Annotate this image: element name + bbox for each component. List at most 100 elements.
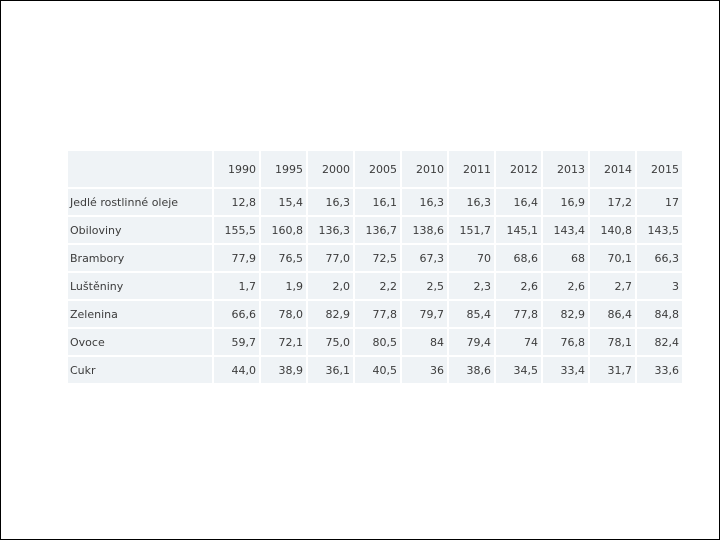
value-cell: 78,0 — [259, 299, 308, 329]
value-cell: 78,1 — [588, 327, 637, 357]
value-cell: 1,7 — [212, 271, 261, 301]
value-cell: 79,7 — [400, 299, 449, 329]
value-cell: 16,4 — [494, 187, 543, 217]
value-cell: 40,5 — [353, 355, 402, 385]
value-cell: 82,4 — [635, 327, 684, 357]
value-cell: 3 — [635, 271, 684, 301]
value-cell: 151,7 — [447, 215, 496, 245]
consumption-table-container: 1990 1995 2000 2005 2010 2011 2012 2013 2014 2015… — [66, 149, 684, 385]
value-cell: 145,1 — [494, 215, 543, 245]
row-label: Jedlé rostlinné oleje — [66, 187, 214, 217]
value-cell: 2,3 — [447, 271, 496, 301]
table-row: Jedlé rostlinné oleje 12,8 15,4 16,3 16,1 16,… — [66, 187, 684, 217]
value-cell: 44,0 — [212, 355, 261, 385]
value-cell: 16,3 — [447, 187, 496, 217]
value-cell: 17,2 — [588, 187, 637, 217]
value-cell: 76,5 — [259, 243, 308, 273]
row-label: Obiloviny — [66, 215, 214, 245]
value-cell: 155,5 — [212, 215, 261, 245]
table-row: Cukr 44,0 38,9 36,1 40,5 36 38,6 34,5 33,4 31,7 33… — [66, 355, 684, 385]
value-cell: 36,1 — [306, 355, 355, 385]
value-cell: 143,5 — [635, 215, 684, 245]
value-cell: 75,0 — [306, 327, 355, 357]
table-row: Obiloviny 155,5 160,8 136,3 136,7 138,6 151,7 1… — [66, 215, 684, 245]
value-cell: 2,6 — [494, 271, 543, 301]
value-cell: 34,5 — [494, 355, 543, 385]
value-cell: 38,6 — [447, 355, 496, 385]
value-cell: 2,6 — [541, 271, 590, 301]
value-cell: 16,3 — [400, 187, 449, 217]
year-header: 2000 — [306, 149, 355, 189]
value-cell: 140,8 — [588, 215, 637, 245]
table-row: Luštěniny 1,7 1,9 2,0 2,2 2,5 2,3 2,6 2,6 2,7 3 — [66, 271, 684, 301]
value-cell: 68,6 — [494, 243, 543, 273]
value-cell: 70,1 — [588, 243, 637, 273]
table-header: 1990 1995 2000 2005 2010 2011 2012 2013 2014 2015 — [66, 149, 684, 189]
value-cell: 1,9 — [259, 271, 308, 301]
value-cell: 15,4 — [259, 187, 308, 217]
value-cell: 70 — [447, 243, 496, 273]
value-cell: 72,1 — [259, 327, 308, 357]
row-label: Cukr — [66, 355, 214, 385]
year-header: 2005 — [353, 149, 402, 189]
row-label: Luštěniny — [66, 271, 214, 301]
year-header: 2012 — [494, 149, 543, 189]
value-cell: 16,1 — [353, 187, 402, 217]
row-label: Brambory — [66, 243, 214, 273]
consumption-table: 1990 1995 2000 2005 2010 2011 2012 2013 2014 2015… — [66, 149, 684, 385]
value-cell: 2,2 — [353, 271, 402, 301]
corner-cell — [66, 149, 214, 189]
value-cell: 2,0 — [306, 271, 355, 301]
value-cell: 77,0 — [306, 243, 355, 273]
year-header: 2015 — [635, 149, 684, 189]
value-cell: 85,4 — [447, 299, 496, 329]
value-cell: 160,8 — [259, 215, 308, 245]
value-cell: 86,4 — [588, 299, 637, 329]
row-label: Zelenina — [66, 299, 214, 329]
value-cell: 16,9 — [541, 187, 590, 217]
row-label: Ovoce — [66, 327, 214, 357]
table-body: Jedlé rostlinné oleje 12,8 15,4 16,3 16,1 16,… — [66, 187, 684, 385]
table-row: Zelenina 66,6 78,0 82,9 77,8 79,7 85,4 77,8 82,9… — [66, 299, 684, 329]
value-cell: 31,7 — [588, 355, 637, 385]
value-cell: 136,3 — [306, 215, 355, 245]
value-cell: 77,8 — [494, 299, 543, 329]
header-row: 1990 1995 2000 2005 2010 2011 2012 2013 2014 2015 — [66, 149, 684, 189]
value-cell: 76,8 — [541, 327, 590, 357]
value-cell: 16,3 — [306, 187, 355, 217]
value-cell: 38,9 — [259, 355, 308, 385]
value-cell: 74 — [494, 327, 543, 357]
table-row: Brambory 77,9 76,5 77,0 72,5 67,3 70 68,6 68 70,1… — [66, 243, 684, 273]
value-cell: 143,4 — [541, 215, 590, 245]
year-header: 2010 — [400, 149, 449, 189]
year-header: 1995 — [259, 149, 308, 189]
value-cell: 33,6 — [635, 355, 684, 385]
value-cell: 82,9 — [541, 299, 590, 329]
value-cell: 84 — [400, 327, 449, 357]
year-header: 1990 — [212, 149, 261, 189]
value-cell: 67,3 — [400, 243, 449, 273]
value-cell: 82,9 — [306, 299, 355, 329]
year-header: 2013 — [541, 149, 590, 189]
value-cell: 136,7 — [353, 215, 402, 245]
value-cell: 2,7 — [588, 271, 637, 301]
year-header: 2014 — [588, 149, 637, 189]
value-cell: 2,5 — [400, 271, 449, 301]
value-cell: 17 — [635, 187, 684, 217]
value-cell: 80,5 — [353, 327, 402, 357]
value-cell: 66,3 — [635, 243, 684, 273]
value-cell: 66,6 — [212, 299, 261, 329]
value-cell: 72,5 — [353, 243, 402, 273]
value-cell: 79,4 — [447, 327, 496, 357]
value-cell: 36 — [400, 355, 449, 385]
value-cell: 77,9 — [212, 243, 261, 273]
value-cell: 77,8 — [353, 299, 402, 329]
value-cell: 12,8 — [212, 187, 261, 217]
value-cell: 33,4 — [541, 355, 590, 385]
value-cell: 68 — [541, 243, 590, 273]
value-cell: 84,8 — [635, 299, 684, 329]
value-cell: 59,7 — [212, 327, 261, 357]
year-header: 2011 — [447, 149, 496, 189]
table-row: Ovoce 59,7 72,1 75,0 80,5 84 79,4 74 76,8 78,1 82,… — [66, 327, 684, 357]
